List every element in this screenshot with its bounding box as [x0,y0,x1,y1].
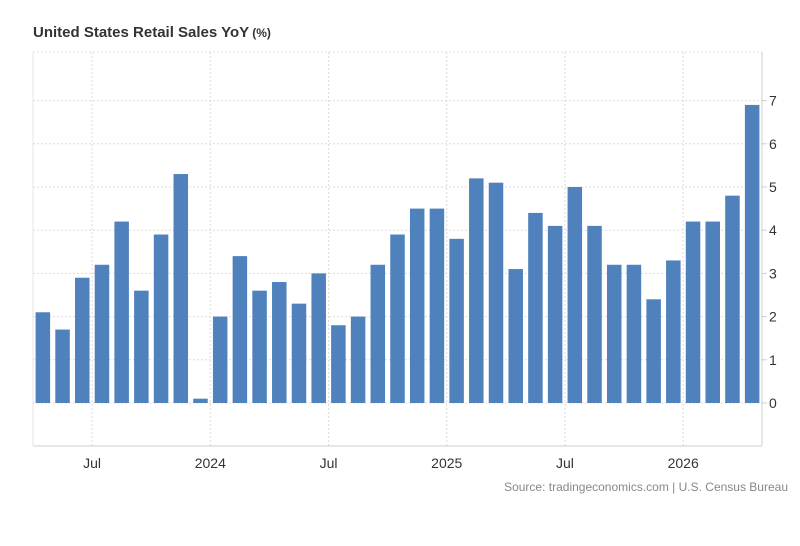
bar-2023-04 [35,312,51,403]
bar-2024-05 [291,303,307,403]
bar-2025-11 [646,299,661,403]
bar-2025-09 [606,264,622,403]
source-note: Source: tradingeconomics.com | U.S. Cens… [504,480,788,494]
y-tick-labels: 0 1 2 3 4 5 6 7 [769,93,777,411]
bar-2025-12 [666,260,681,403]
x-tick-label: Jul [320,455,338,471]
bar-2026-02 [705,221,720,403]
bar-2025-05 [528,212,543,403]
bar-2024-03 [252,290,267,403]
y-tick-label: 2 [769,309,777,325]
y-tick-label: 6 [769,136,777,152]
bar-2024-12 [429,208,445,403]
chart-title: United States Retail Sales YoY (%) [33,24,271,41]
bar-2025-08 [587,225,602,403]
bar-2024-06 [311,273,326,403]
bar-2024-10 [390,234,405,403]
x-tick-label: 2025 [431,455,462,471]
bar-2023-11 [173,174,189,403]
x-tick-label: 2024 [195,455,226,471]
bar-2024-07 [331,325,346,403]
bar-2023-12 [193,398,208,403]
y-tick-label: 0 [769,395,777,411]
axes [32,52,767,447]
bar-2023-10 [153,234,169,403]
x-tick-label: Jul [83,455,101,471]
bar-2024-04 [272,282,287,403]
x-tick-label: Jul [556,455,574,471]
x-tick-labels: Jul 2024 Jul 2025 Jul 2026 [83,455,699,471]
y-tick-label: 3 [769,265,777,281]
bar-2025-10 [626,264,642,403]
x-tick-label: 2026 [668,455,699,471]
bar-2024-11 [409,208,425,403]
bar-2023-09 [134,290,149,403]
y-tick-label: 4 [769,222,777,238]
bar-2025-02 [469,178,484,403]
bar-2023-05 [55,329,70,403]
chart-title-unit: (%) [252,26,271,40]
y-tick-label: 7 [769,93,777,109]
bar-2026-01 [685,221,701,403]
chart-title-text: United States Retail Sales YoY [33,24,250,41]
bar-2025-01 [449,238,464,403]
bar-2024-08 [350,316,366,403]
bar-2025-07 [567,187,583,403]
bar-2023-06 [75,277,90,403]
bar-2026-03 [725,195,740,403]
bar-2023-08 [114,221,129,403]
bar-2024-01 [212,316,228,403]
y-tick-label: 5 [769,179,777,195]
bar-2023-07 [94,264,110,403]
bar-2025-03 [488,182,504,403]
bar-2025-04 [508,269,523,403]
bars [35,104,760,404]
bar-2025-06 [547,225,563,403]
bar-2026-04 [744,104,760,404]
bar-2024-02 [232,256,248,403]
bar-2024-09 [370,264,386,403]
y-tick-label: 1 [769,352,777,368]
